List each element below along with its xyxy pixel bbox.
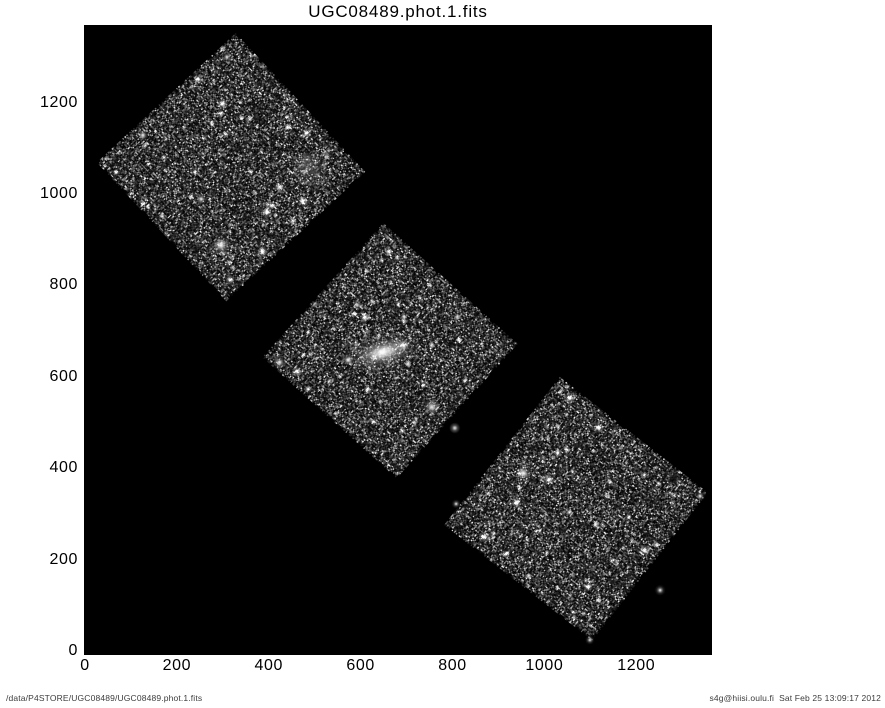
y-tick-label: 400 (49, 459, 78, 477)
y-tick-label: 0 (68, 642, 78, 659)
footer-credit: s4g@hiisi.oulu.fi Sat Feb 25 13:09:17 20… (709, 693, 881, 703)
x-tick-label: 400 (254, 657, 283, 674)
x-tick-label: 600 (346, 657, 375, 674)
y-tick-label: 600 (49, 367, 78, 385)
x-tick-label: 200 (162, 657, 192, 674)
plot-area (84, 25, 712, 655)
footer-file-path: /data/P4STORE/UGC08489/UGC08489.phot.1.f… (6, 693, 203, 703)
x-tick-label: 1000 (525, 657, 564, 674)
x-tick-label: 1200 (617, 657, 656, 674)
y-tick-label: 1000 (40, 185, 78, 203)
y-tick-label: 800 (49, 276, 78, 294)
page-title: UGC08489.phot.1.fits (308, 2, 488, 21)
features-overlay (84, 25, 712, 655)
y-tick-label: 1200 (40, 93, 78, 111)
y-tick-label: 200 (49, 550, 78, 568)
x-tick-label: 800 (438, 657, 467, 674)
x-tick-label: 0 (80, 657, 90, 674)
